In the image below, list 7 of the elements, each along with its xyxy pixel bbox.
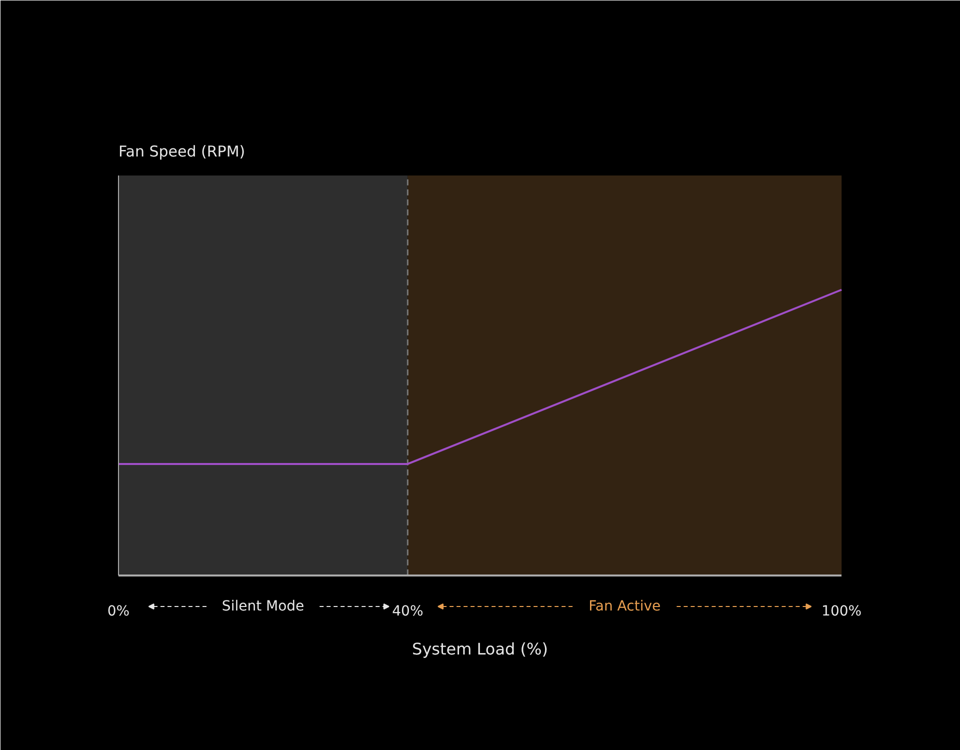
x-tick-label: 100% — [822, 603, 862, 620]
x-tick-label: 0% — [107, 603, 130, 620]
band-label: Fan Active — [588, 598, 661, 615]
text: Fan Speed (RPM) — [118, 142, 246, 160]
x-tick-label: 40% — [392, 603, 424, 620]
x-axis-title: System Load (%) — [412, 640, 548, 658]
band-label: Silent Mode — [222, 598, 304, 615]
